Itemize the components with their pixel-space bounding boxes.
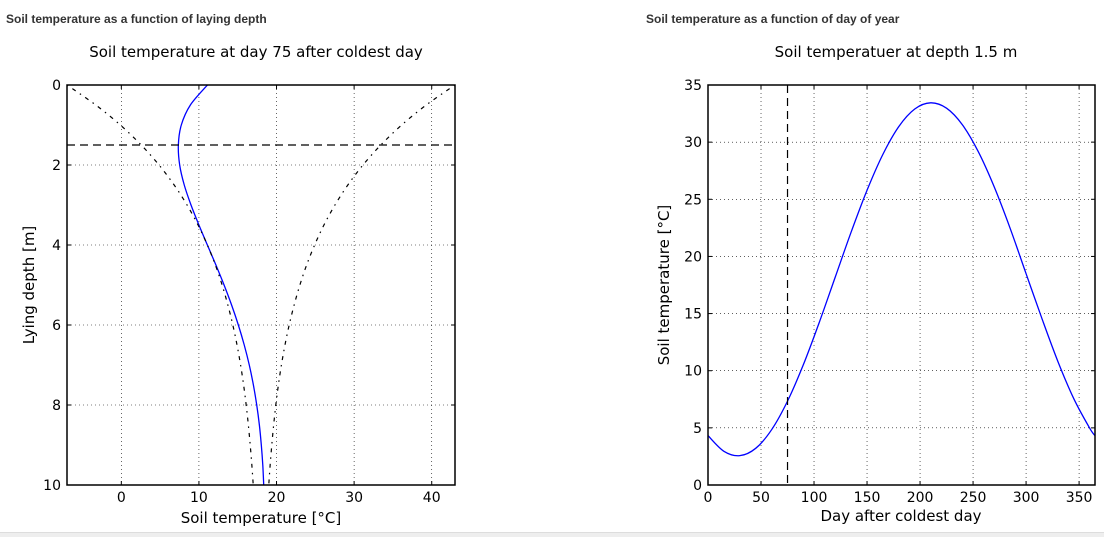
y-tick-label: 20 — [684, 249, 702, 265]
x-tick-label: 200 — [907, 490, 934, 506]
y-tick-label: 4 — [52, 238, 61, 254]
chart-day: 0 50 100 150 200 250 300 350 0 5 10 15 20 25 30 35 — [684, 78, 1096, 506]
bottom-divider — [0, 532, 1104, 537]
x-tick-label: 350 — [1066, 490, 1093, 506]
x-tick-label: 50 — [752, 490, 770, 506]
x-tick-label: 40 — [423, 490, 441, 506]
y-tick-label: 2 — [52, 158, 61, 174]
y-tick-label: 30 — [684, 135, 702, 151]
y-tick-label: 10 — [684, 364, 702, 380]
chart-depth: 0 10 20 30 40 0 2 4 6 8 10 — [43, 78, 456, 506]
series-line-0 — [708, 102, 1095, 457]
y-tick-label: 6 — [52, 318, 61, 334]
x-tick-label: 300 — [1013, 490, 1040, 506]
series-line-0 — [177, 85, 265, 485]
plot-area — [67, 85, 455, 485]
plot-frame — [707, 84, 1096, 486]
y-tick-label: 10 — [43, 478, 61, 494]
y-tick-label: 35 — [684, 78, 702, 94]
y-tick-label: 8 — [52, 398, 61, 414]
x-tick-label: 20 — [268, 490, 286, 506]
x-tick-label: 0 — [704, 490, 713, 506]
chart-title-depth: Soil temperature at day 75 after coldest… — [89, 43, 423, 61]
x-tick-label: 150 — [854, 490, 881, 506]
series-line-2 — [268, 85, 455, 485]
x-tick-label: 0 — [117, 490, 126, 506]
section-heading-depth: Soil temperature as a function of laying… — [6, 12, 267, 26]
y-tick-label: 15 — [684, 307, 702, 323]
section-heading-day: Soil temperature as a function of day of… — [646, 12, 900, 26]
plot-area — [708, 85, 1095, 485]
y-tick-label: 25 — [684, 192, 702, 208]
x-tick-label: 10 — [190, 490, 208, 506]
xlabel-depth: Soil temperature [°C] — [181, 509, 342, 527]
ylabel-day: Soil temperature [°C] — [655, 205, 673, 366]
y-tick-label: 0 — [52, 78, 61, 94]
ylabel-depth: Lying depth [m] — [20, 226, 38, 345]
x-tick-label: 100 — [801, 490, 828, 506]
series-line-1 — [67, 85, 254, 485]
chart-title-day: Soil temperatuer at depth 1.5 m — [775, 43, 1018, 61]
x-tick-label: 250 — [960, 490, 987, 506]
xlabel-day: Day after coldest day — [820, 507, 981, 525]
y-tick-label: 5 — [693, 421, 702, 437]
x-tick-label: 30 — [345, 490, 363, 506]
y-tick-label: 0 — [693, 478, 702, 494]
plot-frame — [66, 84, 456, 486]
